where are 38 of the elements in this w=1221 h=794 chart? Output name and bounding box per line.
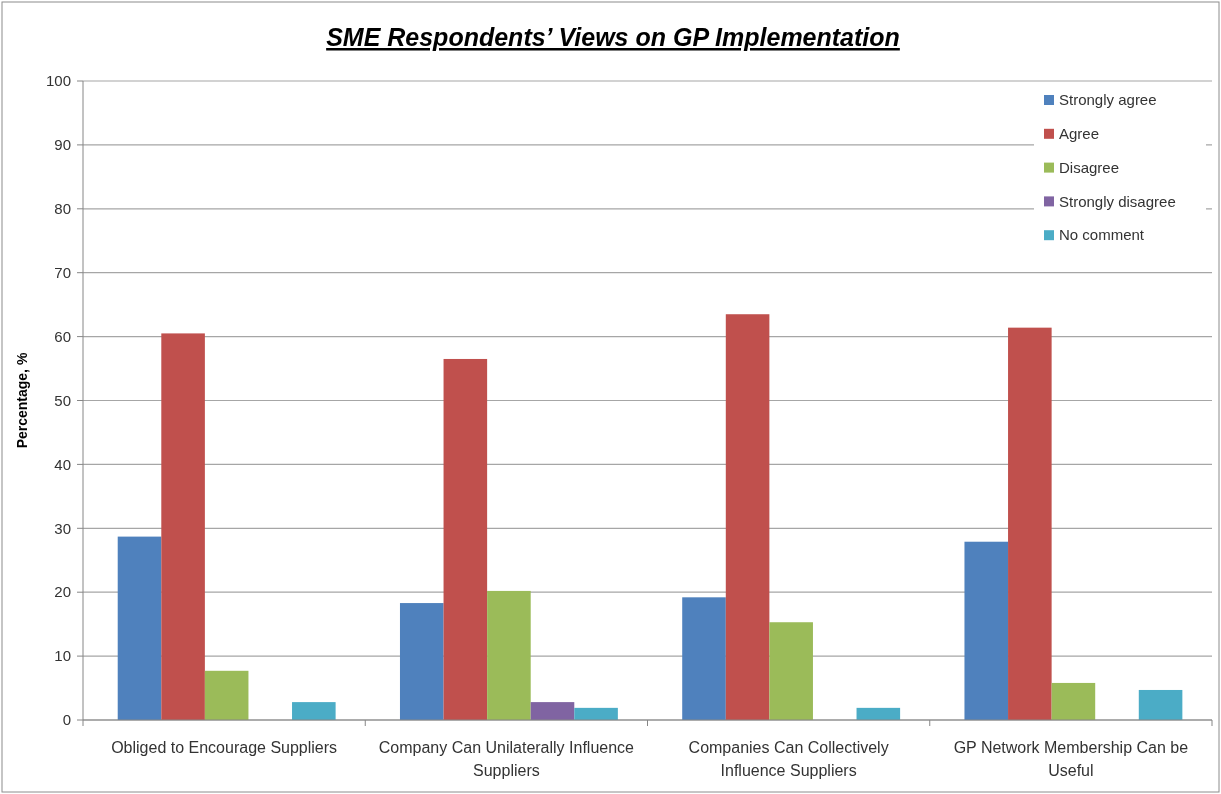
bar [399, 603, 444, 720]
y-tick-label: 50 [54, 391, 71, 409]
y-tick-label: 20 [54, 583, 71, 601]
bar [117, 536, 162, 720]
y-axis-title: Percentage, % [14, 352, 30, 449]
bar [487, 590, 531, 720]
legend-label: Disagree [1059, 158, 1120, 176]
y-tick-label: 80 [54, 200, 71, 218]
bar [292, 702, 336, 720]
bar [530, 702, 575, 720]
x-tick-label: Company Can Unilaterally Influence Suppliers [378, 739, 635, 779]
bar [1138, 689, 1183, 720]
bar [725, 314, 770, 720]
y-tick-label: 90 [54, 136, 71, 154]
bar [964, 541, 1009, 720]
y-tick-label: 40 [54, 455, 71, 473]
y-tick-label: 60 [54, 327, 71, 345]
bar [682, 597, 726, 720]
y-tick-label: 100 [45, 72, 71, 90]
bar [443, 358, 488, 720]
y-tick-label: 30 [54, 519, 71, 537]
legend-label: Agree [1059, 125, 1100, 143]
x-tick-label: GP Network Membership Can be Useful [953, 739, 1189, 779]
legend-label: No comment [1059, 226, 1145, 244]
x-tick-label: Companies Can Collectively Influence Suppliers [688, 739, 889, 779]
y-tick-label: 10 [54, 647, 71, 665]
bar [1008, 327, 1052, 720]
y-tick-label: 70 [54, 263, 71, 281]
legend-label: Strongly disagree [1059, 192, 1176, 210]
legend-label: Strongly agree [1059, 91, 1157, 109]
bar [1051, 682, 1096, 720]
x-tick-label: Obliged to Encourage Suppliers [111, 739, 338, 756]
chart-title: SME Respondents’ Views on GP Implementation [326, 23, 900, 51]
bar [769, 622, 813, 720]
bar [574, 707, 618, 720]
bar [204, 670, 249, 720]
y-tick-label: 0 [62, 711, 71, 729]
bar [161, 333, 205, 720]
